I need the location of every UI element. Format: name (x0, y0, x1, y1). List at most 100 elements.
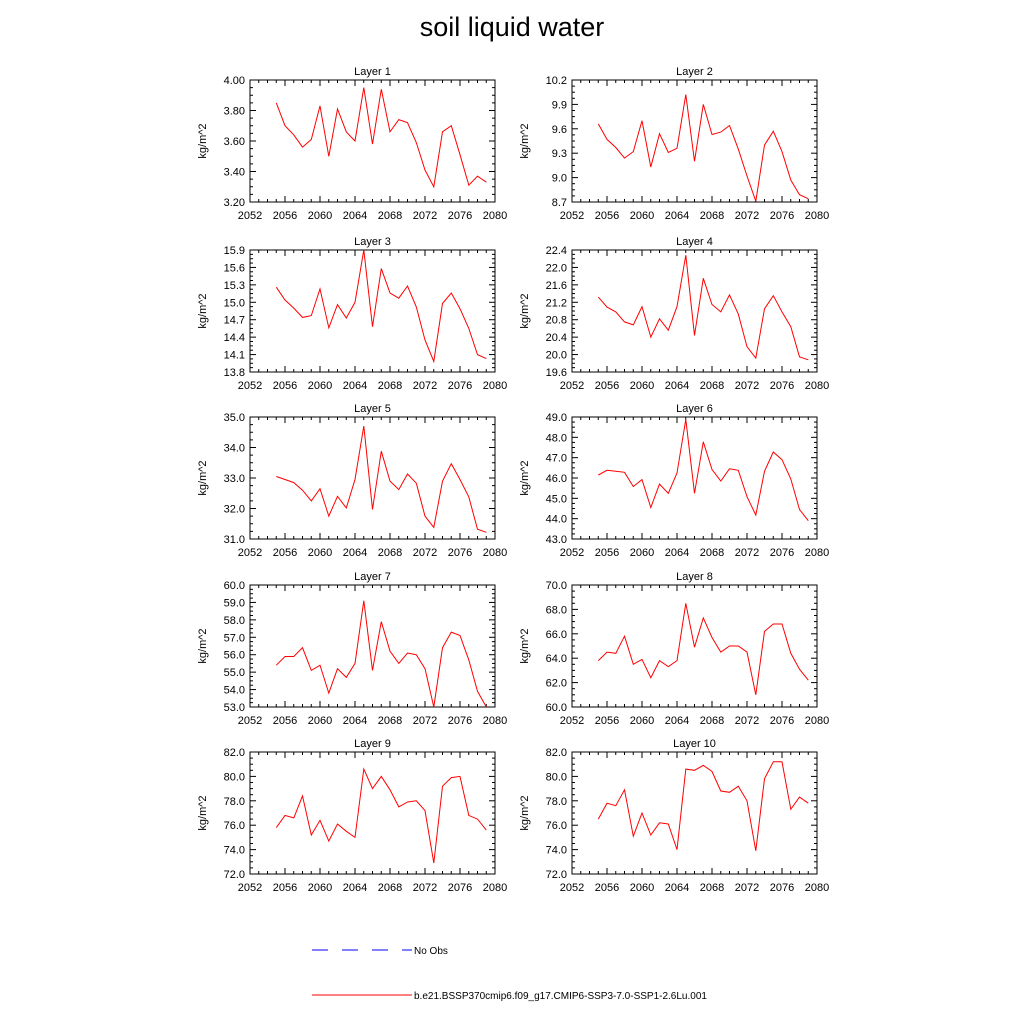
x-tick-label: 2072 (735, 715, 759, 727)
series-line (597, 94, 809, 202)
y-tick-label: 15.0 (224, 297, 245, 309)
panel-title: Layer 6 (676, 403, 713, 415)
y-tick-label: 9.0 (552, 173, 567, 185)
y-axis-label: kg/m^2 (197, 123, 209, 158)
y-axis-label: kg/m^2 (519, 795, 531, 830)
panel-title: Layer 4 (676, 236, 713, 248)
x-tick-label: 2080 (805, 210, 829, 222)
x-tick-label: 2052 (238, 210, 262, 222)
x-tick-label: 2068 (700, 882, 724, 894)
x-tick-label: 2052 (560, 380, 584, 392)
y-tick-label: 48.0 (546, 432, 567, 444)
x-tick-label: 2072 (735, 882, 759, 894)
x-tick-label: 2076 (770, 715, 794, 727)
x-tick-label: 2076 (448, 210, 472, 222)
y-tick-label: 20.8 (546, 315, 567, 327)
y-tick-label: 46.0 (546, 473, 567, 485)
panel-layer-2: Layer 2 kg/m^2 2052 2056 2060 2064 2068 2072 207… (519, 66, 829, 222)
x-tick-label: 2072 (735, 547, 759, 559)
x-tick-label: 2060 (308, 380, 332, 392)
y-tick-label: 54.0 (224, 685, 245, 697)
panel-layer-6: Layer 6 kg/m^2 2052 2056 2060 2064 2068 2072 207… (519, 403, 829, 559)
y-tick-label: 14.1 (224, 350, 245, 362)
x-tick-label: 2060 (308, 882, 332, 894)
panel-title: Layer 1 (354, 66, 391, 78)
x-tick-label: 2052 (560, 715, 584, 727)
y-tick-label: 33.0 (224, 473, 245, 485)
panel-layer-4: Layer 4 kg/m^2 2052 2056 2060 2064 2068 2072 207… (519, 236, 829, 392)
x-tick-label: 2068 (378, 210, 402, 222)
y-tick-label: 3.20 (224, 197, 245, 209)
series-line (275, 600, 487, 708)
series-line (597, 255, 809, 361)
y-tick-label: 82.0 (546, 747, 567, 759)
y-tick-label: 4.00 (224, 75, 245, 87)
x-tick-label: 2072 (413, 210, 437, 222)
y-tick-label: 82.0 (224, 747, 245, 759)
x-tick-label: 2068 (378, 882, 402, 894)
x-tick-label: 2060 (308, 715, 332, 727)
x-tick-label: 2052 (560, 882, 584, 894)
panel-layer-3: Layer 3 kg/m^2 2052 2056 2060 2064 2068 2072 207… (197, 236, 507, 392)
y-axis-label: kg/m^2 (197, 293, 209, 328)
x-tick-label: 2076 (448, 715, 472, 727)
x-tick-label: 2060 (630, 547, 654, 559)
y-tick-label: 20.4 (546, 332, 567, 344)
x-tick-label: 2080 (483, 547, 507, 559)
y-tick-label: 3.80 (224, 106, 245, 118)
y-tick-label: 74.0 (546, 845, 567, 857)
panel-title: Layer 7 (354, 571, 391, 583)
x-tick-label: 2060 (630, 210, 654, 222)
x-tick-label: 2076 (448, 547, 472, 559)
y-tick-label: 21.2 (546, 297, 567, 309)
x-tick-label: 2064 (665, 882, 689, 894)
x-tick-label: 2080 (483, 380, 507, 392)
y-tick-label: 21.6 (546, 280, 567, 292)
series-line (597, 603, 809, 695)
y-tick-label: 8.7 (552, 197, 567, 209)
x-tick-label: 2056 (595, 882, 619, 894)
panel-title: Layer 3 (354, 236, 391, 248)
x-tick-label: 2076 (448, 380, 472, 392)
y-tick-label: 64.0 (546, 653, 567, 665)
y-tick-label: 14.4 (224, 332, 245, 344)
series-line (275, 249, 487, 364)
x-tick-label: 2072 (413, 380, 437, 392)
x-tick-label: 2080 (483, 715, 507, 727)
x-tick-label: 2056 (273, 210, 297, 222)
x-tick-label: 2060 (308, 210, 332, 222)
y-tick-label: 55.0 (224, 667, 245, 679)
y-axis-label: kg/m^2 (519, 293, 531, 328)
y-tick-label: 76.0 (224, 820, 245, 832)
x-tick-label: 2056 (595, 380, 619, 392)
x-tick-label: 2076 (770, 547, 794, 559)
legend-obs-label: No Obs (414, 946, 448, 957)
x-tick-label: 2060 (308, 547, 332, 559)
x-tick-label: 2056 (273, 380, 297, 392)
y-axis-label: kg/m^2 (519, 628, 531, 663)
x-tick-label: 2064 (665, 715, 689, 727)
x-tick-label: 2060 (630, 882, 654, 894)
panel-layer-9: Layer 9 kg/m^2 2052 2056 2060 2064 2068 2072 207… (197, 738, 507, 894)
plot-frame (249, 751, 496, 875)
y-tick-label: 74.0 (224, 845, 245, 857)
x-tick-label: 2064 (343, 547, 367, 559)
x-tick-label: 2076 (448, 882, 472, 894)
x-tick-label: 2064 (343, 715, 367, 727)
y-tick-label: 31.0 (224, 534, 245, 546)
y-tick-label: 62.0 (546, 678, 567, 690)
page-title: soil liquid water (419, 12, 605, 42)
x-tick-label: 2076 (770, 380, 794, 392)
y-tick-label: 78.0 (546, 796, 567, 808)
x-tick-label: 2052 (238, 715, 262, 727)
x-tick-label: 2064 (343, 882, 367, 894)
y-tick-label: 32.0 (224, 504, 245, 516)
y-tick-label: 9.3 (552, 148, 567, 160)
y-tick-label: 47.0 (546, 453, 567, 465)
y-tick-label: 60.0 (224, 580, 245, 592)
y-tick-label: 45.0 (546, 493, 567, 505)
panel-layer-7: Layer 7 kg/m^2 2052 2056 2060 2064 2068 2072 207… (197, 571, 507, 727)
panel-title: Layer 5 (354, 403, 391, 415)
y-tick-label: 3.60 (224, 136, 245, 148)
